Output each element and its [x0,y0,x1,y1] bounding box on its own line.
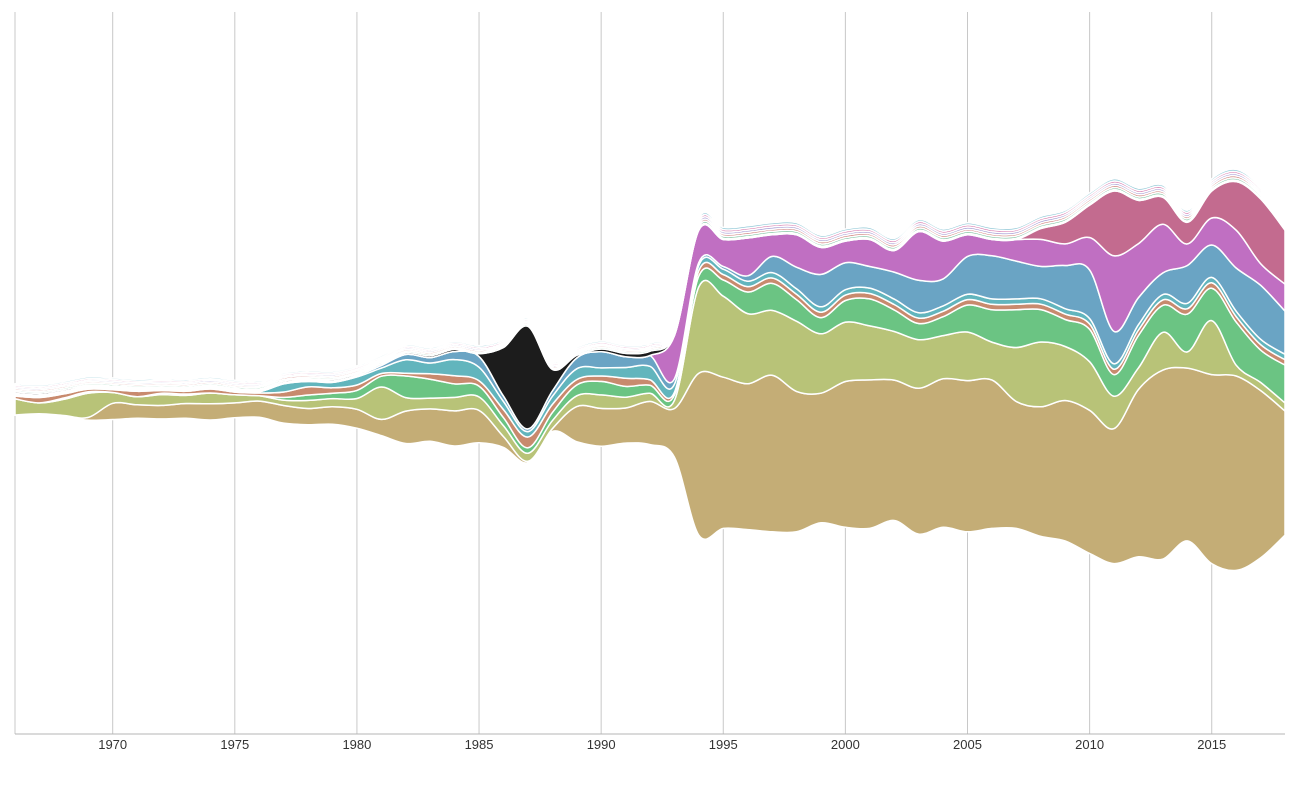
x-tick-label: 1980 [342,737,371,752]
x-tick-label: 2015 [1197,737,1226,752]
x-tick-label: 1975 [220,737,249,752]
x-axis-ticks: 1970 1975 1980 1985 1990 1995 2000 2005 2010 2015 [98,737,1226,752]
x-tick-label: 2010 [1075,737,1104,752]
x-tick-label: 1995 [709,737,738,752]
x-tick-label: 1985 [465,737,494,752]
stream-layer-14 [14,168,1286,388]
x-tick-label: 1970 [98,737,127,752]
stream-layers [14,168,1286,572]
x-tick-label: 1990 [587,737,616,752]
x-tick-label: 2000 [831,737,860,752]
x-tick-label: 2005 [953,737,982,752]
